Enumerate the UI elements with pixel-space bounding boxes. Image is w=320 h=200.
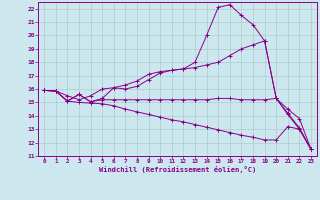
X-axis label: Windchill (Refroidissement éolien,°C): Windchill (Refroidissement éolien,°C) <box>99 166 256 173</box>
